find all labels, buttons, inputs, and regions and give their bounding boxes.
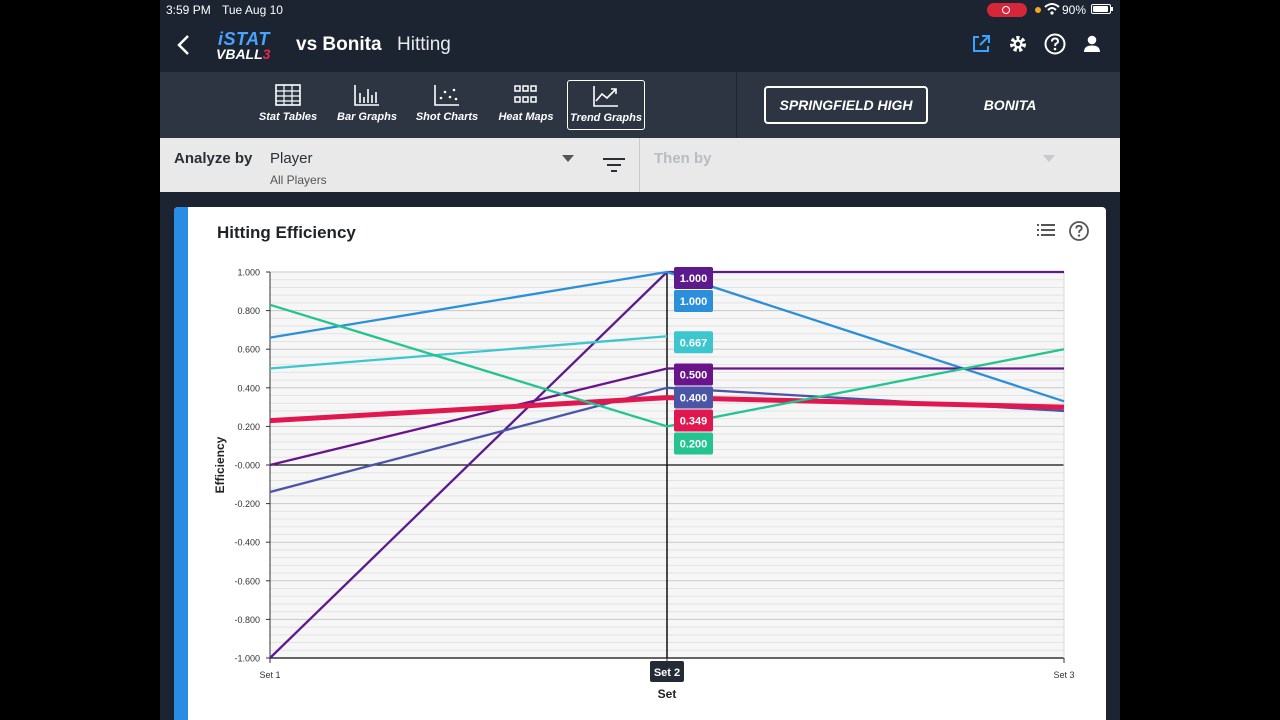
value-label-bg [674,363,713,386]
app-logo: iSTAT VBALL3 [216,29,282,63]
page-title: vs Bonita [296,34,382,55]
y-tick-label: -1.000 [234,654,260,664]
y-tick-label: -0.400 [234,538,260,548]
nav-bar: iSTAT VBALL3 vs Bonita Hitting [160,20,1120,72]
y-tick-label: 0.200 [237,422,260,432]
logo-bottom: VBALL3 [216,46,270,62]
status-bar: 3:59 PM Tue Aug 10 90% [160,0,1120,20]
help-circle-icon[interactable] [1068,220,1090,242]
value-label: 1.000 [680,296,708,308]
grid-icon [514,85,537,103]
card-actions [1036,220,1090,242]
screen-record-icon[interactable] [987,3,1027,17]
value-label: 0.400 [680,393,708,405]
chart-title: Hitting Efficiency [217,223,356,242]
value-label-bg [674,331,713,354]
view-toolbar: Stat Tables Bar Graphs Shot Charts Heat … [160,72,1120,138]
value-label: 0.667 [680,337,708,349]
series-line [269,367,1064,467]
tab-shot-charts[interactable]: Shot Charts [408,80,486,130]
value-label: 0.500 [680,370,708,382]
value-label-bg [674,432,713,455]
nav-actions [969,32,1104,56]
team-springfield-button[interactable]: SPRINGFIELD HIGH [764,86,928,124]
dropdown-arrow-icon[interactable] [562,155,574,162]
y-tick-label: 0.400 [237,383,260,393]
bar-chart-icon [354,85,379,106]
y-tick-label: -0.200 [234,499,260,509]
logo-number: 3 [262,46,271,62]
analyze-by-label: Analyze by [174,150,253,167]
scatter-icon [434,85,459,106]
page-subtitle: Hitting [397,34,451,55]
team-bonita-button[interactable]: BONITA [983,97,1037,113]
trend-icon [593,86,618,107]
help-icon[interactable] [1043,32,1067,56]
back-chevron-icon[interactable] [174,33,194,57]
cursor-tick-label: Set 2 [654,667,680,679]
card-accent-bar [174,207,188,720]
trend-chart: 1.000 0.800 0.600 0.400 0.200 -0.000 -0.200 -0.… [213,267,1075,701]
user-icon[interactable] [1080,32,1104,56]
share-icon[interactable] [969,32,993,56]
tab-stat-tables[interactable]: Stat Tables [249,80,327,130]
status-time: 3:59 PM [166,3,211,17]
wifi-icon [1044,3,1060,15]
tab-bar-graphs[interactable]: Bar Graphs [328,80,406,130]
series-line [269,303,1065,428]
dropdown-arrow-disabled-icon [1043,155,1055,162]
then-by-select[interactable]: Then by [654,150,712,167]
value-label-bg [674,409,713,432]
value-label: 0.200 [680,439,708,451]
tab-heat-maps[interactable]: Heat Maps [487,80,565,130]
chart-card: Hitting Efficiency 1.000 0.800 0.600 0.400 0… [174,207,1106,720]
y-tick-label: -0.800 [234,615,260,625]
y-tick-label: 0.600 [237,345,260,355]
filter-icon[interactable] [602,156,626,174]
y-tick-label: 1.000 [237,268,260,278]
value-label-bg [674,386,713,409]
y-tick-label: -0.000 [234,461,260,471]
series-line [269,270,1065,403]
y-tick-label: -0.600 [234,576,260,586]
toolbar-divider [736,72,737,138]
tab-label: Shot Charts [415,111,479,123]
logo-top-text: iSTAT [218,29,270,49]
app-window: 3:59 PM Tue Aug 10 90% iSTAT VBALL3 vs B… [160,0,1120,720]
battery-percent: 90% [1062,3,1087,17]
series-line [269,335,668,370]
cursor-tick-bg [650,661,684,682]
x-tick-label: Set 3 [1053,670,1074,680]
table-icon [275,84,301,106]
tab-label: Bar Graphs [337,111,397,123]
value-label: 1.000 [680,273,708,285]
x-axis-title: Set [658,687,677,701]
analyze-by-select[interactable]: Player [270,150,313,167]
filter-divider [639,138,640,192]
series-line [269,395,1065,424]
tab-trend-graphs[interactable]: Trend Graphs [567,80,645,130]
analyze-by-subtext: All Players [270,173,327,187]
status-date: Tue Aug 10 [222,3,283,17]
value-label-bg [674,290,713,312]
y-tick-label: 0.800 [237,306,260,316]
mic-indicator-icon [1035,7,1041,13]
gear-icon[interactable] [1006,32,1030,56]
value-label: 0.349 [680,416,708,428]
tab-label: Stat Tables [258,111,318,123]
x-tick-label: Set 1 [259,670,280,680]
logo-bottom-text: VBALL [216,46,263,62]
filter-bar: Analyze by Player All Players Then by [160,138,1120,192]
y-axis-title: Efficiency [213,436,227,493]
value-label-bg [674,267,713,289]
tab-label: Heat Maps [498,111,554,123]
battery-icon [1091,4,1113,14]
list-icon[interactable] [1036,220,1056,240]
tab-label: Trend Graphs [570,112,642,124]
